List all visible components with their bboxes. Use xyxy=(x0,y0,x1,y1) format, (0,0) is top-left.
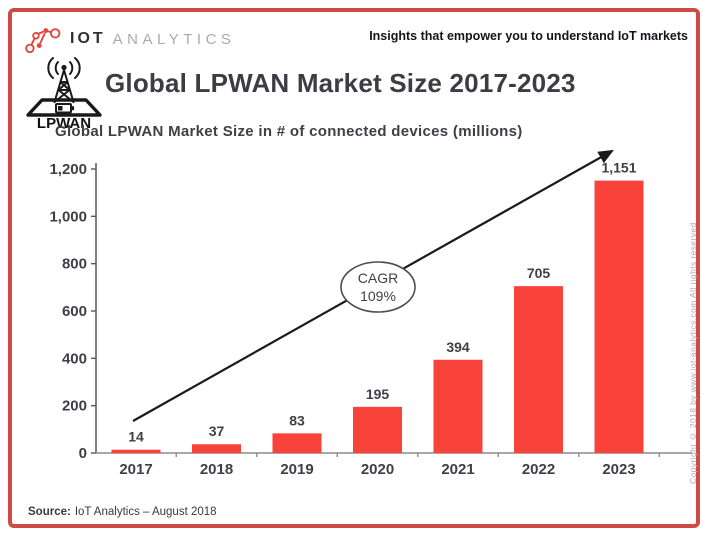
y-tick-label: 200 xyxy=(62,398,87,415)
brand-header: IOT ANALYTICS xyxy=(24,24,235,54)
brand-tagline: Insights that empower you to understand … xyxy=(369,29,688,43)
x-label-2018: 2018 xyxy=(200,461,233,478)
copyright-note: Copyright © 2018 by www.iot-analytics.co… xyxy=(688,222,698,484)
y-tick-label: 1,000 xyxy=(49,208,87,225)
x-label-2017: 2017 xyxy=(119,461,152,478)
y-tick-label: 600 xyxy=(62,303,87,320)
chart-subtitle: Global LPWAN Market Size in # of connect… xyxy=(55,123,523,140)
y-tick-label: 400 xyxy=(62,350,87,367)
bar-value-2020: 195 xyxy=(366,386,390,402)
cagr-ellipse xyxy=(340,261,416,313)
bar-2020 xyxy=(353,406,402,453)
page-title: Global LPWAN Market Size 2017-2023 xyxy=(105,68,576,98)
x-label-2020: 2020 xyxy=(361,461,394,478)
battery-icon xyxy=(55,103,75,114)
source-label: Source: xyxy=(28,506,71,518)
y-tick-label: 800 xyxy=(62,256,87,273)
bar-value-2022: 705 xyxy=(527,265,551,281)
x-label-2022: 2022 xyxy=(522,461,555,478)
source-line: Source: IoT Analytics – August 2018 xyxy=(28,506,217,518)
bar-2017 xyxy=(111,449,161,453)
brand-name-analytics: ANALYTICS xyxy=(112,30,236,48)
y-tick-label: 0 xyxy=(79,445,87,462)
lpwan-badge-label: LPWAN xyxy=(37,115,91,130)
lpwan-antenna-icon: LPWAN xyxy=(26,57,102,130)
x-label-2023: 2023 xyxy=(602,461,635,478)
bar-2022 xyxy=(514,286,563,453)
bar-2021 xyxy=(433,359,483,453)
brand-name-iot: IOT xyxy=(70,30,106,47)
cagr-label-line2: 109% xyxy=(360,288,396,304)
source-text: IoT Analytics – August 2018 xyxy=(74,506,217,518)
bar-value-2017: 14 xyxy=(128,429,144,445)
bar-2019 xyxy=(272,433,322,453)
bar-value-2023: 1,151 xyxy=(601,160,636,176)
y-tick-label: 1,200 xyxy=(49,161,87,178)
bar-value-2018: 37 xyxy=(209,423,225,439)
bar-value-2019: 83 xyxy=(289,412,305,428)
x-label-2019: 2019 xyxy=(280,461,313,478)
x-label-2021: 2021 xyxy=(441,461,474,478)
bar-2018 xyxy=(192,444,241,453)
cagr-label-line1: CAGR xyxy=(358,270,398,286)
iot-analytics-network-icon xyxy=(25,28,61,54)
bar-value-2021: 394 xyxy=(446,339,470,355)
bar-2023 xyxy=(594,180,644,453)
